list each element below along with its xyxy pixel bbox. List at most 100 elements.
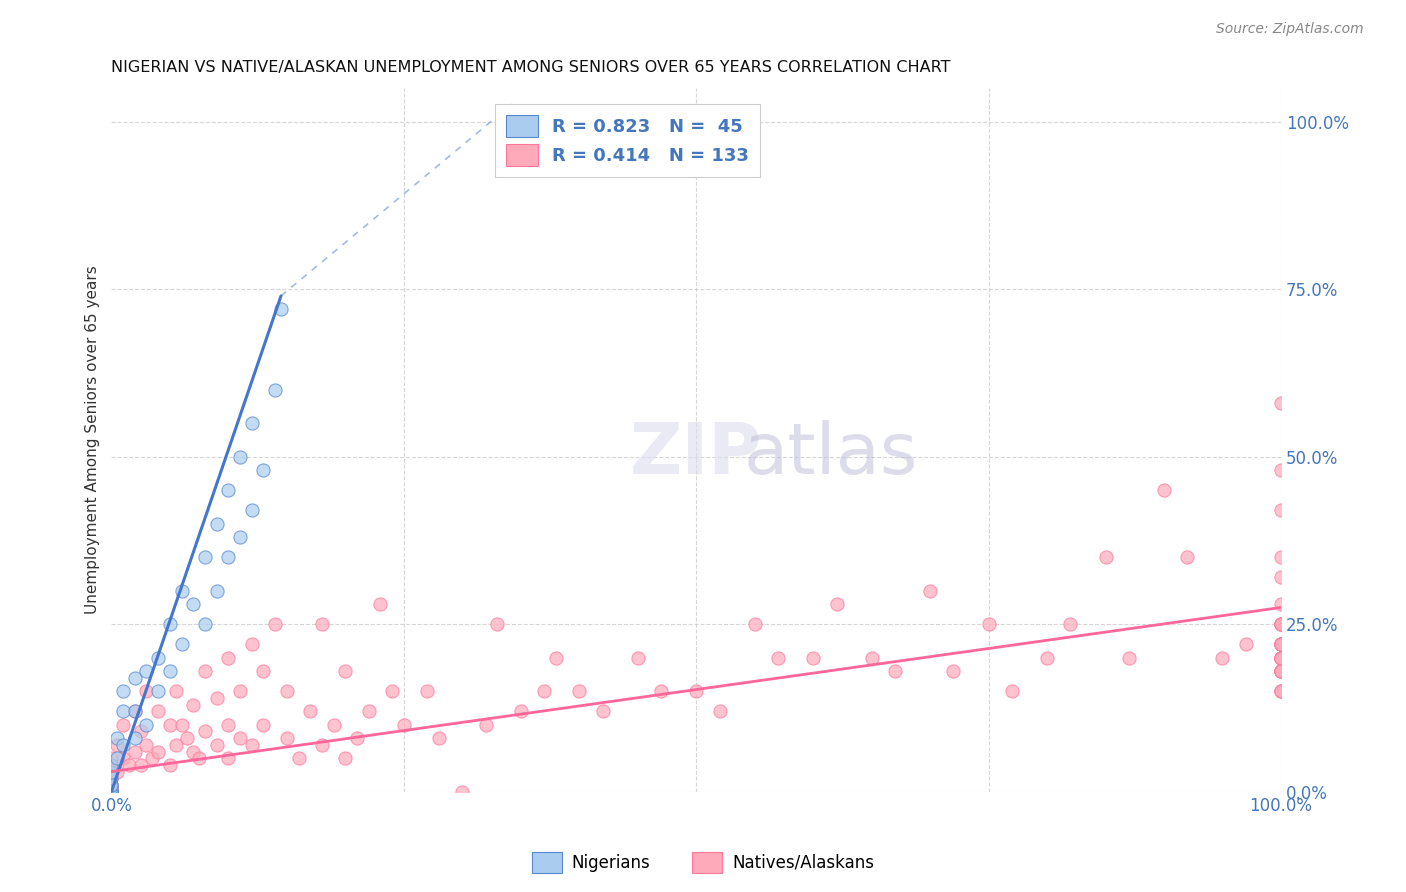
Point (100, 778, 122, 792)
Point (181, 698, 204, 712)
Point (100, 785, 122, 799)
Point (1270, 597, 1292, 611)
Point (205, 738, 228, 752)
Point (451, 785, 474, 799)
Point (1270, 637, 1292, 651)
Point (884, 664, 907, 678)
Point (159, 664, 181, 678)
Point (685, 684, 707, 698)
Point (135, 664, 157, 678)
Point (1270, 617, 1292, 632)
Point (766, 650, 789, 665)
Point (1270, 637, 1292, 651)
Point (112, 704, 135, 718)
Point (709, 704, 731, 718)
Point (100, 785, 122, 799)
Point (100, 785, 122, 799)
Point (100, 785, 122, 799)
Point (100, 772, 122, 786)
Point (1270, 684, 1292, 698)
Point (229, 731, 252, 745)
Point (217, 717, 239, 731)
Point (650, 684, 672, 698)
Point (124, 744, 146, 758)
Text: atlas: atlas (744, 419, 918, 489)
Point (100, 758, 122, 772)
Point (100, 785, 122, 799)
Point (381, 684, 404, 698)
Point (176, 731, 198, 745)
Point (1270, 617, 1292, 632)
Point (1270, 396, 1292, 410)
Point (112, 684, 135, 698)
Point (357, 704, 380, 718)
Point (801, 650, 824, 665)
Point (264, 383, 287, 397)
Point (148, 684, 170, 698)
Point (335, 664, 357, 678)
Point (1270, 650, 1292, 665)
Point (135, 684, 157, 698)
Text: ZIP: ZIP (630, 419, 762, 489)
Point (240, 503, 263, 517)
Point (1270, 637, 1292, 651)
Point (592, 704, 614, 718)
Point (124, 704, 146, 718)
Point (1270, 684, 1292, 698)
Point (1270, 664, 1292, 678)
Point (1059, 617, 1081, 632)
Point (112, 717, 135, 731)
Point (159, 617, 181, 632)
Point (1270, 637, 1292, 651)
Point (170, 717, 193, 731)
Point (1270, 664, 1292, 678)
Point (942, 664, 965, 678)
Point (1270, 617, 1292, 632)
Point (135, 738, 157, 752)
Point (100, 785, 122, 799)
Point (100, 778, 122, 792)
Point (100, 785, 122, 799)
Point (1177, 550, 1199, 565)
Point (100, 751, 122, 765)
Point (252, 664, 274, 678)
Point (276, 731, 298, 745)
Point (1036, 650, 1059, 665)
Point (240, 738, 263, 752)
Point (129, 724, 152, 739)
Point (1270, 650, 1292, 665)
Point (346, 731, 368, 745)
Point (165, 738, 187, 752)
Point (264, 617, 287, 632)
Point (148, 704, 170, 718)
Point (188, 751, 211, 765)
Point (229, 684, 252, 698)
Point (1270, 463, 1292, 477)
Point (1270, 650, 1292, 665)
Point (509, 704, 531, 718)
Point (170, 637, 193, 651)
Text: NIGERIAN VS NATIVE/ALASKAN UNEMPLOYMENT AMONG SENIORS OVER 65 YEARS CORRELATION : NIGERIAN VS NATIVE/ALASKAN UNEMPLOYMENT … (111, 60, 950, 75)
Point (217, 751, 239, 765)
Point (100, 781, 122, 796)
Point (474, 717, 496, 731)
Legend: Nigerians, Natives/Alaskans: Nigerians, Natives/Alaskans (524, 846, 882, 880)
Point (118, 758, 141, 772)
Point (100, 785, 122, 799)
Point (100, 772, 122, 786)
Point (1270, 684, 1292, 698)
Point (100, 758, 122, 772)
Point (533, 684, 555, 698)
Point (860, 650, 883, 665)
Point (1270, 637, 1292, 651)
Point (1118, 650, 1140, 665)
Point (544, 650, 567, 665)
Point (205, 583, 228, 598)
Point (503, 115, 526, 129)
Point (205, 690, 228, 705)
Point (112, 751, 135, 765)
Text: Source: ZipAtlas.com: Source: ZipAtlas.com (1216, 22, 1364, 37)
Point (124, 671, 146, 685)
Point (1211, 650, 1233, 665)
Point (229, 530, 252, 544)
